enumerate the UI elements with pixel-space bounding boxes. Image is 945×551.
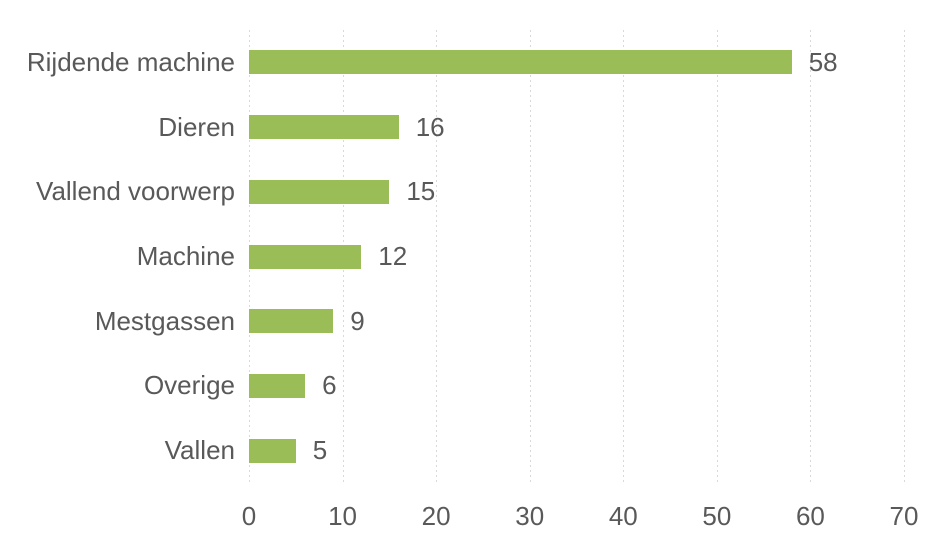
x-tick-label: 30 xyxy=(515,501,545,531)
bar-row: 16 xyxy=(249,95,904,160)
gridline xyxy=(810,30,812,483)
gridline xyxy=(904,30,905,483)
x-axis-tick-labels: 0 10 20 30 40 50 60 70 xyxy=(242,497,919,537)
bar xyxy=(249,373,306,398)
x-tick-label: 70 xyxy=(889,501,919,531)
value-label: 16 xyxy=(415,111,445,142)
bar xyxy=(249,438,296,463)
gridline xyxy=(529,30,531,483)
x-tick-label: 40 xyxy=(608,501,638,531)
x-tick-label: 20 xyxy=(421,501,451,531)
x-tick-label: 10 xyxy=(328,501,358,531)
bar-row: 12 xyxy=(249,224,904,289)
value-label: 12 xyxy=(378,241,408,272)
bar xyxy=(249,244,362,269)
category-label: Overige xyxy=(143,370,235,401)
bar xyxy=(249,309,334,334)
x-tick-label: 60 xyxy=(795,501,825,531)
bar xyxy=(249,50,792,75)
value-label: 6 xyxy=(322,370,337,401)
bar xyxy=(249,179,390,204)
category-label: Mestgassen xyxy=(94,305,235,336)
bar-row: 5 xyxy=(249,418,904,483)
value-label: 58 xyxy=(808,46,838,77)
category-label: Dieren xyxy=(158,111,235,142)
bar xyxy=(249,115,399,140)
value-label: 15 xyxy=(406,176,436,207)
bar-row: 15 xyxy=(249,159,904,224)
plot-area: 58 16 15 12 9 6 5 xyxy=(249,30,905,483)
gridline xyxy=(436,30,438,483)
bar-row: 9 xyxy=(249,289,904,354)
x-tick-label: 0 xyxy=(241,501,257,531)
category-label: Machine xyxy=(136,241,235,272)
gridline xyxy=(623,30,625,483)
category-label: Rijdende machine xyxy=(26,46,235,77)
bars-layer: 58 16 15 12 9 6 5 xyxy=(249,30,904,483)
value-label: 5 xyxy=(312,435,328,466)
category-label: Vallend voorwerp xyxy=(36,176,235,207)
gridline xyxy=(716,30,718,483)
category-label: Vallen xyxy=(164,435,235,466)
value-label: 9 xyxy=(350,305,365,336)
x-tick-label: 50 xyxy=(702,501,732,531)
bar-row: 58 xyxy=(249,30,904,95)
bar-row: 6 xyxy=(249,354,904,419)
category-axis-labels: Rijdende machine Dieren Vallend voorwerp Ma… xyxy=(0,30,235,483)
